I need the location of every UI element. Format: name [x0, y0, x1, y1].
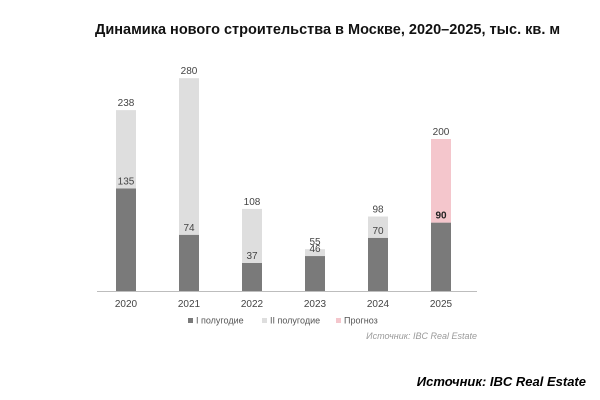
- bar-2020-series-1: [116, 188, 136, 291]
- chart-title: Динамика нового строительства в Москве, …: [95, 22, 561, 38]
- x-tick-label-2021: 2021: [178, 299, 201, 310]
- legend-label-1: I полугодие: [196, 316, 244, 326]
- legend-swatch-3: [336, 318, 341, 323]
- bar-2023-series-2: [305, 249, 325, 257]
- bar-2022-series-2: [242, 208, 262, 263]
- h1-label-2022: 37: [246, 251, 258, 262]
- total-label-2021: 280: [181, 66, 198, 77]
- bar-2023-series-1: [305, 256, 325, 291]
- h1-label-2024: 70: [372, 226, 384, 237]
- total-label-2022: 108: [244, 197, 261, 208]
- total-label-2023: 55: [309, 237, 321, 248]
- bar-2025-series-1: [431, 222, 451, 291]
- h1-label-2020: 135: [118, 176, 135, 187]
- legend-label-3: Прогноз: [344, 316, 378, 326]
- x-tick-label-2024: 2024: [367, 299, 390, 310]
- x-tick-label-2025: 2025: [430, 299, 453, 310]
- h1-label-2025: 90: [435, 211, 447, 222]
- legend-swatch-2: [262, 318, 267, 323]
- x-tick-label-2022: 2022: [241, 299, 264, 310]
- x-tick-label-2023: 2023: [304, 299, 327, 310]
- total-label-2020: 238: [118, 98, 135, 109]
- x-tick-label-2020: 2020: [115, 299, 138, 310]
- bar-2021-series-2: [179, 78, 199, 235]
- footer-source: Источник: IBC Real Estate: [416, 374, 586, 389]
- h1-label-2023: 46: [309, 244, 321, 255]
- bar-2024-series-1: [368, 237, 388, 291]
- total-label-2024: 98: [372, 205, 384, 216]
- bar-2020-series-2: [116, 110, 136, 189]
- bar-2025-series-3: [431, 139, 451, 223]
- bar-2021-series-1: [179, 234, 199, 291]
- total-label-2025: 200: [433, 127, 450, 138]
- bar-2022-series-1: [242, 262, 262, 291]
- h1-label-2021: 74: [183, 223, 195, 234]
- legend-swatch-1: [188, 318, 193, 323]
- bar-2024-series-2: [368, 216, 388, 238]
- chart-source-note: Источник: IBC Real Estate: [366, 331, 477, 341]
- legend-label-2: II полугодие: [270, 316, 320, 326]
